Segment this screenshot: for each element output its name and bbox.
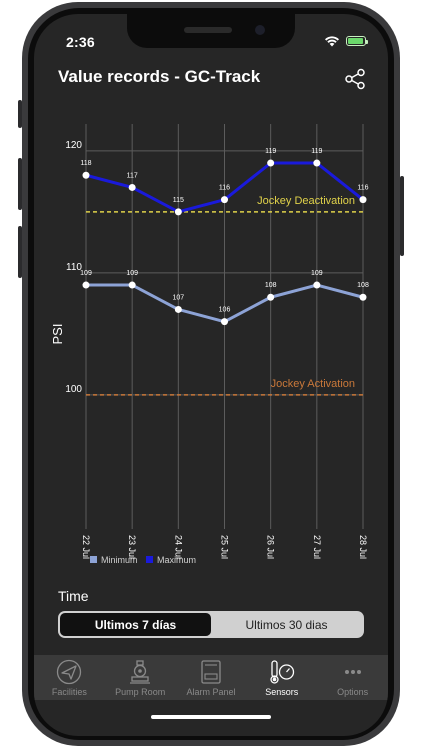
more-dots-icon — [344, 670, 361, 674]
tab-bar: Facilities Pump Room Alarm Panel — [34, 655, 388, 700]
volume-down-button — [18, 226, 22, 278]
data-label: 118 — [80, 160, 91, 167]
battery-icon — [346, 36, 368, 46]
data-label: 109 — [80, 270, 92, 277]
page-title: Value records - GC-Track — [58, 67, 261, 86]
x-tick-label: 23 Jul — [127, 535, 137, 559]
data-label: 109 — [126, 270, 138, 277]
pump-icon — [130, 660, 151, 684]
data-label: 119 — [311, 148, 322, 155]
thermometer-gauge-icon — [270, 660, 294, 684]
segment-last-30-days[interactable]: Ultimos 30 dias — [245, 617, 328, 632]
data-label: 116 — [219, 185, 230, 192]
app-screen: 2:36 Value records - GC-Track 22 Jul 23 J… — [34, 14, 388, 736]
speaker — [184, 27, 232, 33]
tab-sensors[interactable]: Sensors — [246, 655, 317, 700]
data-point — [267, 293, 275, 301]
data-label: 106 — [219, 307, 231, 314]
data-label: 119 — [265, 148, 276, 155]
reference-line-label: Jockey Activation — [271, 378, 355, 390]
y-tick-label: 120 — [65, 140, 82, 151]
home-indicator — [151, 715, 271, 719]
legend-label: Maximum — [157, 555, 196, 565]
x-tick-label: 26 Jul — [266, 535, 276, 559]
paper-plane-icon — [57, 659, 82, 685]
time-range-segmented-control: Ultimos 7 días Ultimos 30 dias — [58, 611, 364, 638]
reference-line-label: Jockey Deactivation — [257, 195, 355, 207]
tab-label: Sensors — [265, 687, 299, 697]
data-label: 117 — [127, 172, 138, 179]
chart-labels: 22 Jul 23 Jul 24 Jul 25 Jul 26 Jul 27 Jul 28 J… — [65, 140, 369, 565]
data-point — [359, 293, 367, 301]
x-tick-label: 27 Jul — [312, 535, 322, 559]
data-label: 116 — [357, 185, 368, 192]
tab-alarm-panel[interactable]: Alarm Panel — [176, 655, 247, 700]
data-point — [82, 171, 90, 179]
tab-label: Facilities — [51, 687, 87, 697]
legend-label: Minimum — [101, 555, 138, 565]
x-tick-label: 24 Jul — [173, 535, 183, 559]
volume-up-button — [18, 158, 22, 210]
data-point — [128, 183, 136, 191]
share-icon[interactable] — [344, 68, 366, 90]
chart-grid — [85, 124, 364, 529]
status-icons — [324, 35, 368, 47]
data-label: 108 — [265, 282, 277, 289]
tab-facilities[interactable]: Facilities — [34, 655, 105, 700]
chart-series — [82, 159, 367, 326]
data-point — [174, 208, 182, 216]
tab-options[interactable]: Options — [317, 655, 388, 700]
data-point — [174, 305, 182, 313]
y-tick-label: 100 — [65, 384, 82, 395]
x-tick-label: 28 Jul — [358, 535, 368, 559]
data-label: 109 — [311, 270, 323, 277]
wifi-icon — [325, 36, 339, 47]
data-point — [313, 159, 321, 167]
y-axis-label: PSI — [50, 324, 65, 345]
tab-label: Alarm Panel — [186, 687, 236, 697]
mute-switch — [18, 100, 22, 128]
status-time: 2:36 — [66, 34, 95, 50]
data-point — [359, 196, 367, 204]
data-point — [267, 159, 275, 167]
data-point — [313, 281, 321, 289]
alarm-panel-icon — [201, 660, 221, 684]
data-point — [221, 318, 228, 326]
tab-label: Options — [337, 687, 369, 697]
legend-swatch — [90, 556, 97, 563]
data-point — [128, 281, 136, 289]
front-camera — [255, 25, 265, 35]
data-point — [82, 281, 90, 289]
power-button — [400, 176, 404, 256]
x-tick-label: 22 Jul — [81, 535, 91, 559]
data-label: 108 — [357, 282, 369, 289]
segment-last-7-days[interactable]: Ultimos 7 días — [60, 613, 211, 636]
legend-swatch — [146, 556, 153, 563]
data-point — [221, 196, 228, 204]
data-label: 115 — [173, 197, 184, 204]
notch — [127, 14, 295, 48]
y-tick-label: 110 — [66, 262, 82, 273]
time-label: Time — [58, 588, 89, 604]
psi-line-chart: 22 Jul 23 Jul 24 Jul 25 Jul 26 Jul 27 Jul 28 J… — [50, 124, 369, 565]
tab-pump-room[interactable]: Pump Room — [105, 655, 176, 700]
x-tick-label: 25 Jul — [220, 535, 230, 559]
tab-label: Pump Room — [115, 687, 166, 697]
data-label: 107 — [172, 294, 184, 301]
